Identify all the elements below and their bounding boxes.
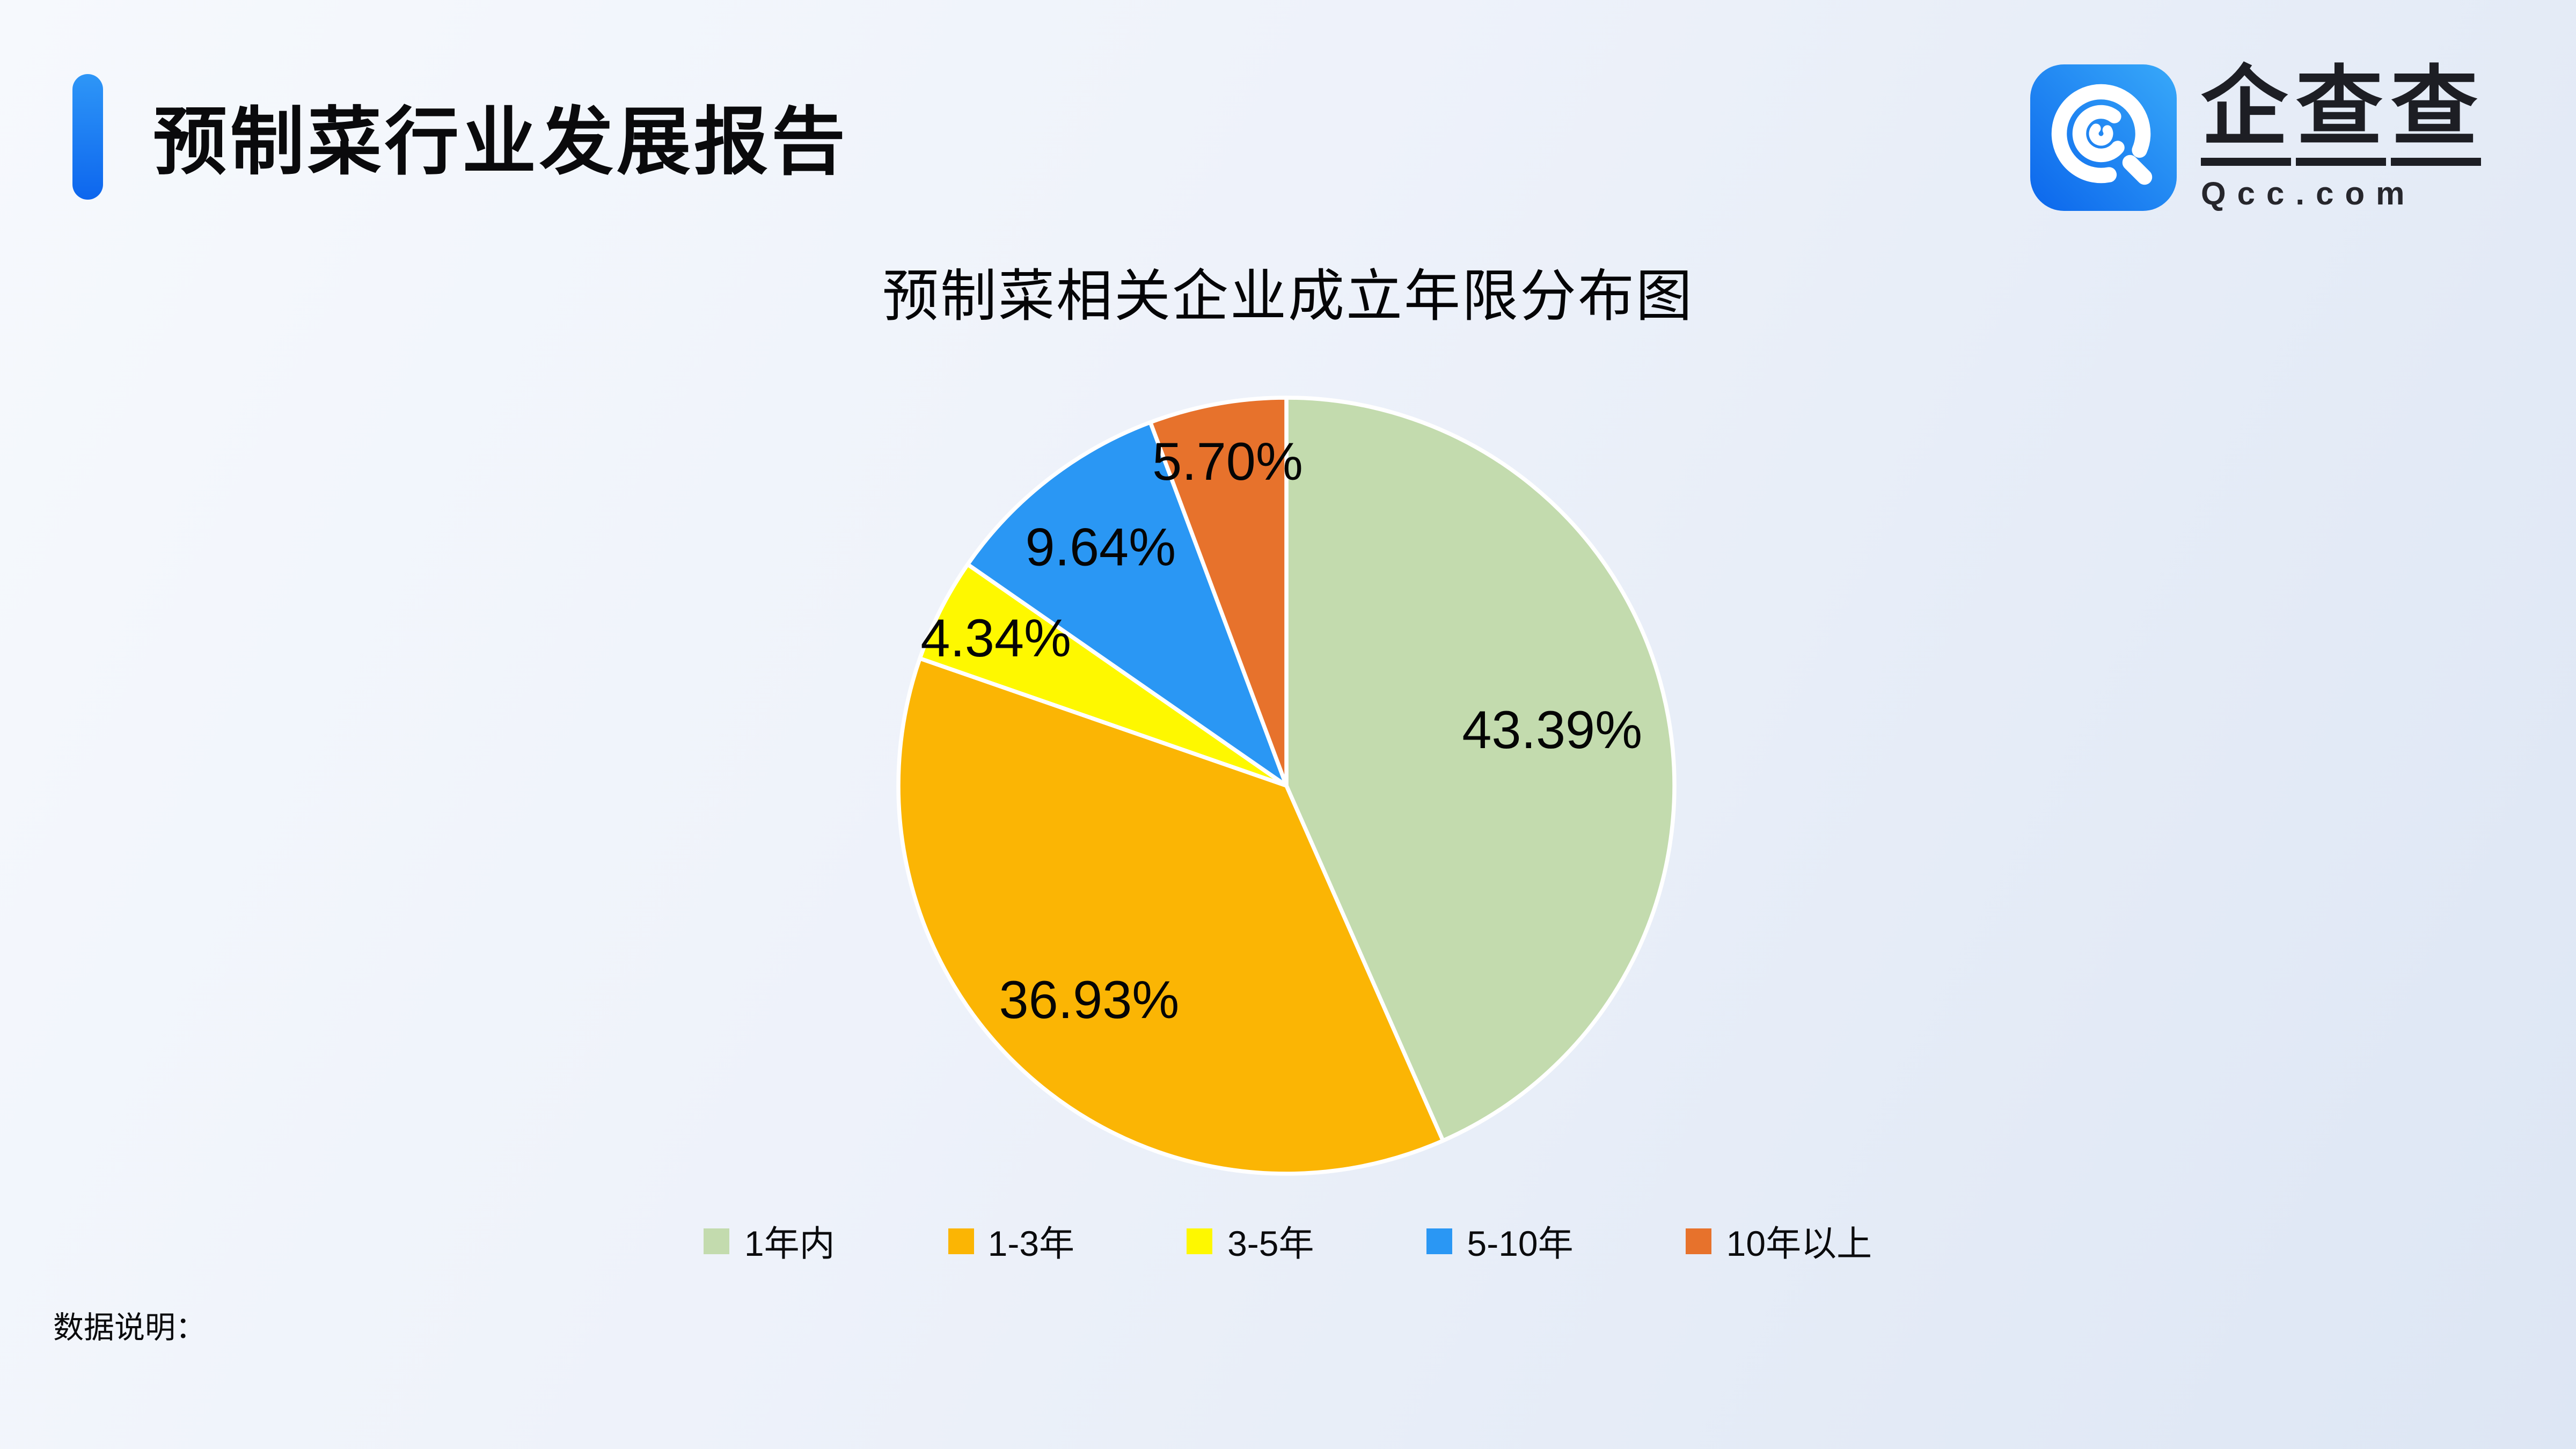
- legend-swatch: [1426, 1228, 1453, 1254]
- pie-slice-5-10年: [965, 420, 1289, 788]
- qcc-logo-icon: [2030, 64, 2177, 211]
- qcc-logo: 企查查 Qcc.com: [2030, 64, 2486, 214]
- qcc-logo-text: 企查查 Qcc.com: [2201, 64, 2486, 214]
- legend-item-10年以上: 10年以上: [1686, 1216, 1872, 1267]
- legend-label: 1年内: [744, 1224, 835, 1264]
- legend-item-1年内: 1年内: [704, 1216, 835, 1267]
- pie-label-5-10年: 9.64%: [1025, 517, 1176, 576]
- legend-label: 5-10年: [1467, 1224, 1574, 1264]
- legend-label: 1-3年: [987, 1224, 1075, 1264]
- data-notes: 数据说明： 1.仅统计企业名称、经营范围、品牌产品名称包含关键词“预制菜、预制食…: [53, 1243, 1262, 1449]
- brand-name: 企查查: [2201, 64, 2486, 166]
- pie-label-10年以上: 5.70%: [1152, 431, 1303, 491]
- legend-label: 10年以上: [1726, 1224, 1872, 1264]
- legend-swatch: [1187, 1228, 1213, 1254]
- pie-slice-3-5年: [918, 562, 1289, 788]
- page-title: 预制菜行业发展报告: [153, 100, 848, 184]
- legend-label: 3-5年: [1227, 1224, 1314, 1264]
- brand-char: 查: [2296, 64, 2386, 166]
- legend-swatch: [947, 1228, 974, 1254]
- pie-slice-1-3年: [896, 656, 1445, 1176]
- legend-item-3-5年: 3-5年: [1187, 1216, 1314, 1267]
- chart-title: 预制菜相关企业成立年限分布图: [882, 266, 1694, 328]
- brand-char: 企: [2201, 64, 2291, 166]
- chart-legend: 1年内 1-3年 3-5年 5-10年 10年以上: [0, 1216, 2576, 1267]
- legend-item-1-3年: 1-3年: [947, 1216, 1075, 1267]
- brand-domain: Qcc.com: [2201, 177, 2416, 213]
- report-header: 预制菜行业发展报告: [72, 74, 848, 200]
- legend-swatch: [1686, 1228, 1712, 1254]
- pie-slice-10年以上: [1148, 396, 1289, 788]
- pie-label-3-5年: 4.34%: [920, 608, 1071, 668]
- title-accent-bar: [72, 74, 103, 200]
- legend-item-5-10年: 5-10年: [1426, 1216, 1574, 1267]
- pie-label-1年内: 43.39%: [1462, 700, 1642, 759]
- pie-slice-1年内: [1284, 396, 1677, 1143]
- brand-char: 查: [2391, 64, 2481, 166]
- legend-swatch: [704, 1228, 730, 1254]
- pie-label-1-3年: 36.93%: [999, 970, 1180, 1029]
- notes-heading: 数据说明：: [53, 1312, 207, 1346]
